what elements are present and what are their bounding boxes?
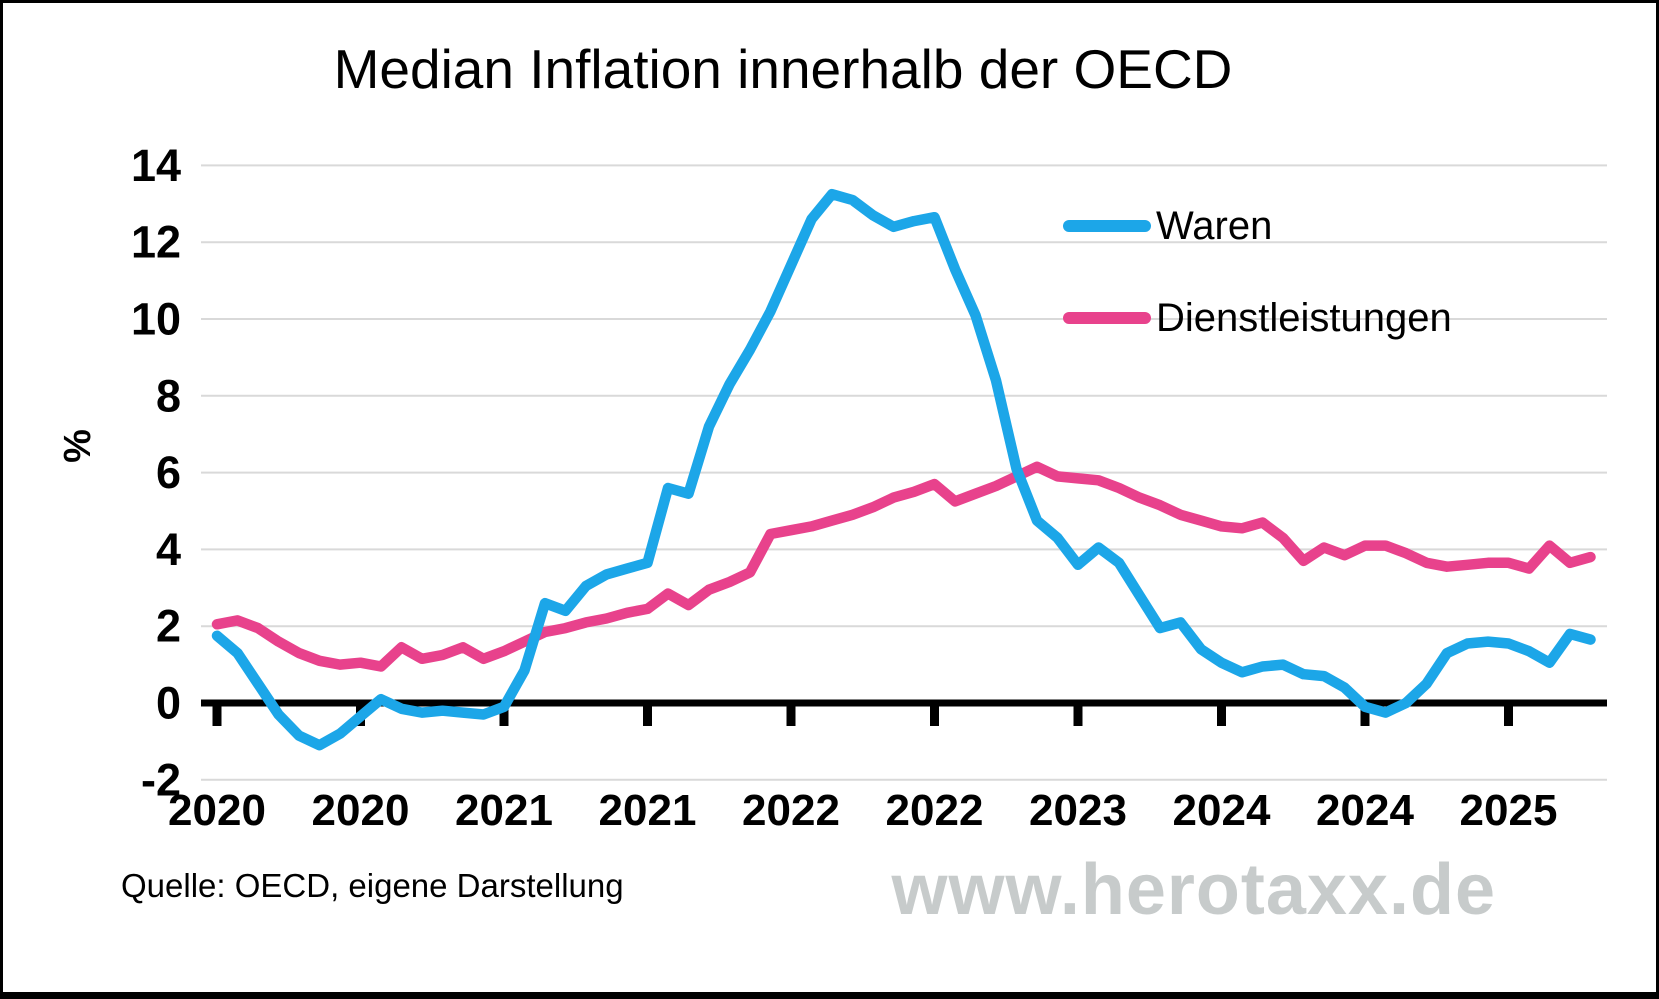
- x-axis-tick-9: [1504, 703, 1513, 726]
- y-axis-tick-label-12: 12: [131, 217, 181, 268]
- x-axis-tick-label-2: 2021: [455, 786, 553, 835]
- y-axis-tick-label-6: 6: [156, 447, 181, 498]
- x-axis-tick-7: [1217, 703, 1226, 726]
- x-axis-tick-8: [1360, 703, 1370, 726]
- x-axis-tick-5: [930, 703, 939, 726]
- x-axis-tick-label-6: 2023: [1029, 786, 1127, 835]
- x-axis-tick-label-0: 2020: [168, 786, 266, 835]
- x-axis-tick-label-8: 2024: [1316, 786, 1414, 835]
- x-axis-tick-2: [499, 703, 509, 726]
- x-axis-tick-label-4: 2022: [742, 786, 840, 835]
- waren-line-swatch-icon: [1063, 220, 1151, 232]
- legend-label-waren: Waren: [1156, 204, 1273, 248]
- x-axis-tick-label-1: 2020: [312, 786, 410, 835]
- x-axis-tick-label-7: 2024: [1173, 786, 1271, 835]
- y-axis-tick-label-8: 8: [156, 370, 181, 421]
- series-line-dienstleistungen: [211, 461, 1596, 672]
- y-axis-tick-label-14: 14: [131, 140, 181, 191]
- x-axis-tick-label-9: 2025: [1460, 786, 1558, 835]
- x-axis-tick-3: [643, 703, 652, 726]
- dienstleistungen-line-swatch-icon: [1063, 312, 1151, 324]
- legend: Waren Dienstleistungen: [1063, 199, 1452, 383]
- legend-label-dienstleistungen: Dienstleistungen: [1156, 296, 1452, 340]
- y-axis-tick-label-0: 0: [156, 678, 181, 729]
- legend-item-dienstleistungen: Dienstleistungen: [1063, 291, 1452, 345]
- y-axis-tick-label-2: 2: [156, 601, 181, 652]
- y-axis-tick-label-4: 4: [156, 524, 181, 575]
- y-axis-tick-label-10: 10: [131, 294, 181, 345]
- x-axis-tick-4: [786, 703, 796, 726]
- x-axis-tick-0: [212, 703, 222, 726]
- legend-item-waren: Waren: [1063, 199, 1452, 253]
- watermark: www.herotaxx.de: [891, 850, 1496, 930]
- y-axis-title: %: [57, 429, 99, 463]
- y-axis-tick-label--2: -2: [141, 754, 181, 805]
- series-line-waren: [211, 188, 1596, 751]
- x-axis-tick-6: [1073, 703, 1083, 726]
- x-axis-tick-label-5: 2022: [886, 786, 984, 835]
- chart-title: Median Inflation innerhalb der OECD: [333, 38, 1233, 100]
- source-note: Quelle: OECD, eigene Darstellung: [121, 867, 624, 904]
- x-axis-tick-label-3: 2021: [599, 786, 697, 835]
